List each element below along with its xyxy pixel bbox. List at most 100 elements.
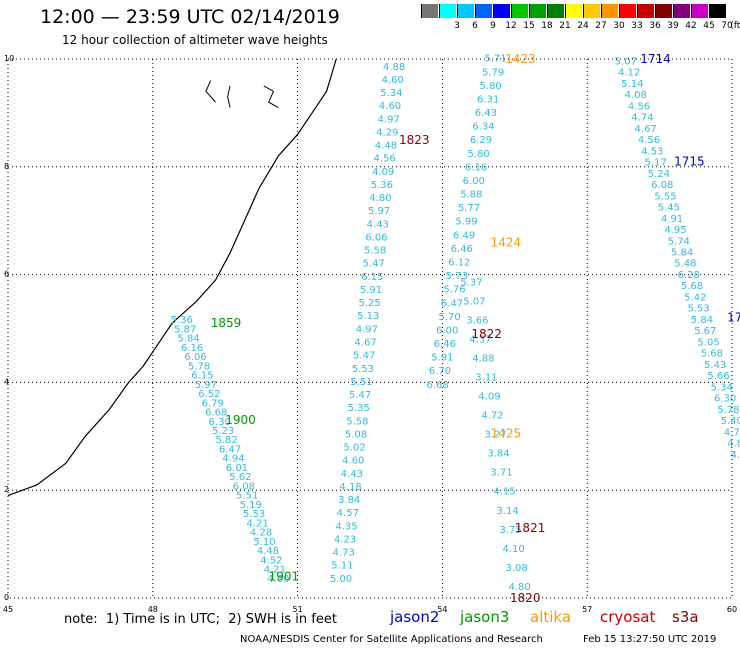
swh-value: 6.31: [477, 94, 499, 105]
swh-value: 5.78: [188, 361, 210, 372]
pass-time-label: 1820: [510, 591, 541, 605]
swh-value: 6.34: [472, 122, 494, 133]
swh-value: 4.28: [250, 528, 272, 539]
swh-value: 5.34: [711, 382, 733, 393]
swh-value: 5.17: [644, 158, 666, 169]
swh-value: 5.62: [229, 472, 251, 483]
swh-value: 4.60: [379, 101, 401, 112]
legend-swatch: [691, 4, 708, 18]
y-tick-label: 10: [4, 54, 14, 63]
swh-value: 3.84: [487, 449, 509, 460]
swh-value: 4.65: [731, 450, 740, 461]
swh-value: 4.18: [339, 482, 361, 493]
legend-swatch: [601, 4, 618, 18]
swh-value: 3.11: [475, 373, 497, 384]
swh-value: 4.77: [724, 427, 740, 438]
swh-value: 3.71: [490, 468, 512, 479]
x-tick-label: 48: [148, 605, 158, 614]
swh-value: 5.78: [717, 405, 739, 416]
swh-value: 5.68: [681, 281, 703, 292]
swh-value: 6.12: [448, 258, 470, 269]
swh-value: 6.46: [451, 244, 473, 255]
legend-swatch: [619, 4, 636, 18]
swh-value: 4.80: [727, 439, 740, 450]
swh-value: 6.29: [470, 135, 492, 146]
swh-value: 4.60: [342, 456, 364, 467]
legend-label: 30: [613, 21, 625, 31]
swh-value: 5.53: [243, 509, 265, 520]
swh-value: 6.30: [209, 417, 231, 428]
swh-value: 4.48: [375, 141, 397, 152]
swh-value: 4.94: [222, 454, 244, 465]
swh-value: 5.35: [348, 403, 370, 414]
sat-label-jason2: jason2: [390, 608, 440, 626]
swh-value: 6.08: [651, 180, 673, 191]
legend-swatch: [565, 4, 582, 18]
swh-value: 4.60: [267, 574, 289, 585]
pass-time-label: 1425: [491, 427, 522, 441]
pass-time-label: 1424: [491, 235, 522, 249]
island: [205, 80, 216, 103]
legend-swatch: [439, 4, 456, 18]
pass-time-label: 1714: [640, 52, 671, 66]
credit-line: NOAA/NESDIS Center for Satellite Applica…: [240, 634, 543, 645]
swh-value: 4.35: [335, 521, 357, 532]
swh-value: 5.97: [368, 206, 390, 217]
swh-value: 4.37: [469, 334, 491, 345]
legend-swatch: [709, 4, 726, 18]
swh-value: 5.43: [704, 360, 726, 371]
swh-value: 5.02: [344, 443, 366, 454]
swh-value: 5.84: [671, 248, 693, 259]
swh-value: 6.70: [429, 366, 451, 377]
swh-value: 5.68: [701, 349, 723, 360]
legend-swatch: [673, 4, 690, 18]
swh-value: 4.97: [378, 114, 400, 125]
swh-value: 5.79: [482, 67, 504, 78]
swh-value: 5.42: [684, 292, 706, 303]
swh-value: 6.28: [678, 270, 700, 281]
legend-swatch: [421, 4, 438, 18]
swh-value: 4.21: [264, 565, 286, 576]
legend-swatch: [475, 4, 492, 18]
map-title: 12:00 — 23:59 UTC 02/14/2019: [40, 6, 340, 28]
x-tick-label: 51: [293, 605, 303, 614]
swh-value: 5.91: [360, 285, 382, 296]
swh-value: 5.58: [364, 246, 386, 257]
footnote: note: 1) Time is in UTC; 2) SWH is in fe…: [64, 612, 337, 627]
legend-swatch: [511, 4, 528, 18]
swh-value: 5.97: [195, 380, 217, 391]
pass-time-label: 17: [727, 311, 740, 325]
swh-value: 5.91: [431, 353, 453, 364]
swh-value: 5.80: [467, 149, 489, 160]
swh-value: 4.56: [373, 154, 395, 165]
swh-value: 4.73: [333, 548, 355, 559]
swh-value: 6.79: [202, 398, 224, 409]
swh-value: 5.10: [253, 537, 275, 548]
swh-value: 6.47: [219, 444, 241, 455]
legend-label: 21: [559, 21, 571, 31]
legend-label: 36: [649, 21, 661, 31]
map-frame: [7, 58, 733, 599]
swh-value: 5.13: [357, 311, 379, 322]
swh-value: 5.36: [171, 315, 193, 326]
swh-value: 5.99: [455, 217, 477, 228]
swh-value: 5.07: [463, 296, 485, 307]
map-subtitle: 12 hour collection of altimeter wave hei…: [62, 33, 328, 47]
legend-label: 39: [667, 21, 679, 31]
swh-value: 3.27: [484, 430, 506, 441]
swh-value: 5.00: [330, 574, 352, 585]
swh-value: 5.66: [707, 371, 729, 382]
swh-value: 5.51: [236, 491, 258, 502]
swh-value: 6.08: [233, 481, 255, 492]
swh-value: 5.82: [215, 435, 237, 446]
swh-value: 6.15: [191, 371, 213, 382]
legend-label: 18: [541, 21, 553, 31]
swh-value: 6.01: [226, 463, 248, 474]
swh-value: 4.60: [382, 75, 404, 86]
generated-timestamp: Feb 15 13:27:50 UTC 2019: [583, 634, 717, 645]
swh-value: 5.51: [350, 377, 372, 388]
swh-value: 5.07: [615, 56, 637, 67]
legend-swatch: [529, 4, 546, 18]
y-tick-label: 2: [4, 485, 9, 494]
swh-value: 5.40: [721, 416, 740, 427]
